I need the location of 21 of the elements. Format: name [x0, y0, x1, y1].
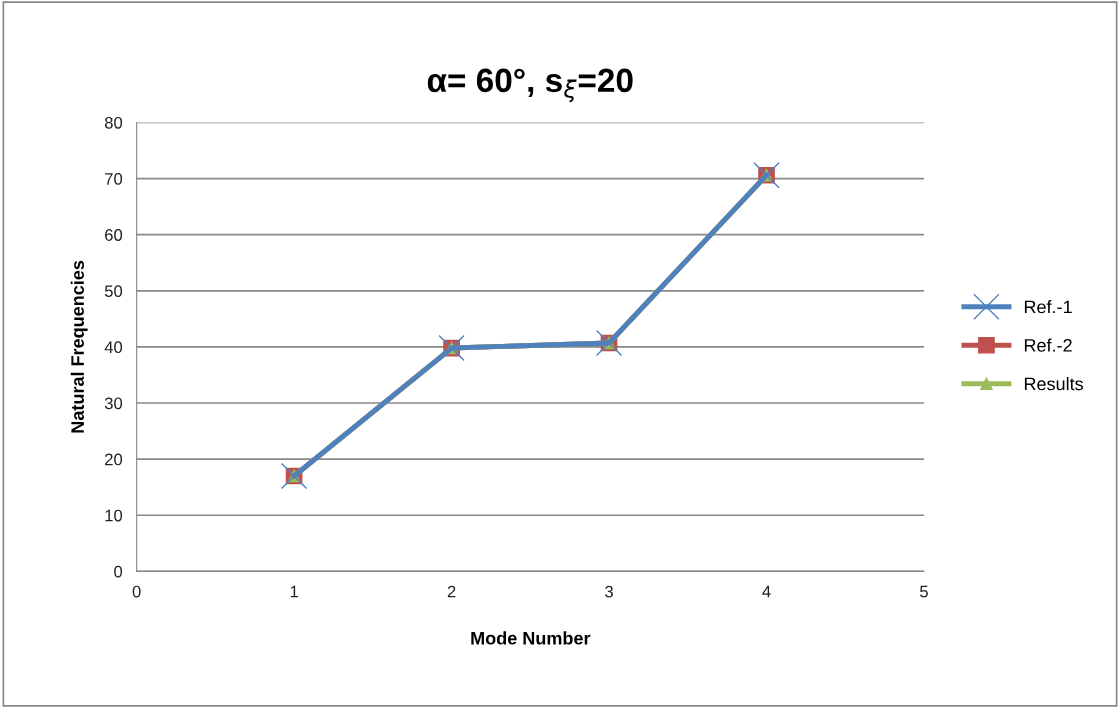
y-tick-label: 30 [104, 397, 123, 410]
y-tick-label: 60 [105, 229, 123, 241]
legend-label: Ref.-1 [1024, 300, 1072, 314]
x-tick-label: 2 [447, 585, 456, 598]
chart-title: α= 60°, s$_{ξ}$=20 [427, 68, 633, 103]
x-tick-label: 3 [605, 585, 613, 598]
y-tick-label: 0 [114, 565, 123, 578]
y-tick-label: 80 [104, 116, 123, 129]
y-tick-label: 40 [104, 341, 123, 354]
y-tick-label: 70 [105, 172, 123, 185]
x-tick-label: 4 [762, 585, 771, 598]
y-axis-title: Natural Frequencies [70, 260, 88, 433]
y-tick-label: 20 [105, 453, 123, 466]
x-axis-title: Mode Number [471, 631, 591, 645]
x-tick-label: 0 [132, 585, 141, 598]
x-tick-label: 5 [920, 585, 928, 598]
y-tick-label: 10 [105, 509, 123, 522]
legend-label: Ref.-2 [1024, 338, 1072, 352]
x-tick-label: 1 [290, 585, 298, 598]
y-tick-label: 50 [104, 285, 123, 298]
legend-label: Results [1024, 377, 1084, 391]
